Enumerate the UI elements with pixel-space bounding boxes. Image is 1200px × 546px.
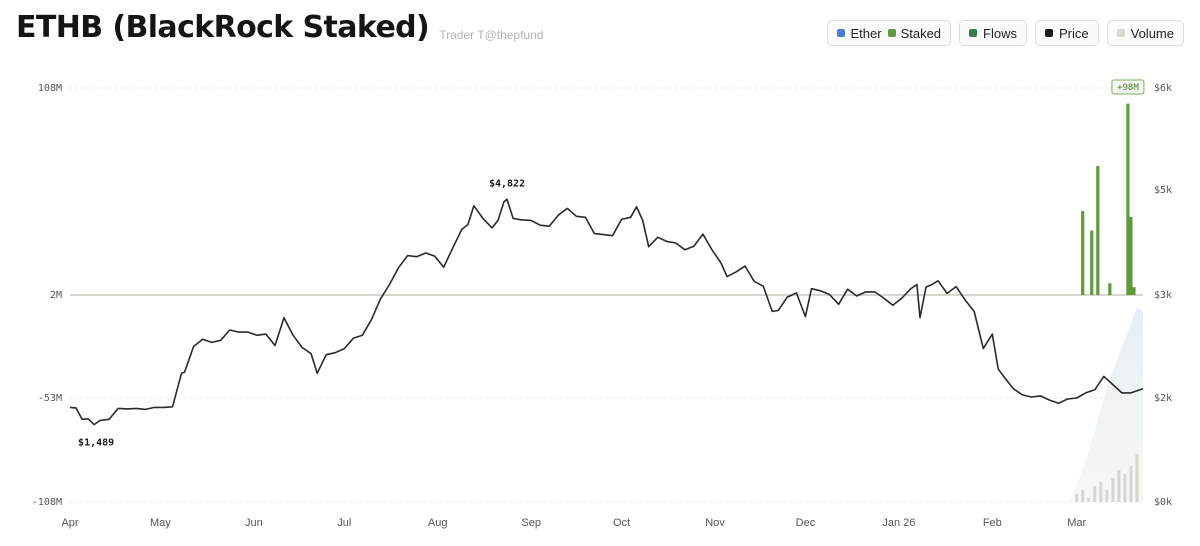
staked-swatch	[887, 29, 896, 37]
legend-ether-label: Ether	[850, 25, 882, 41]
price-line	[69, 198, 1144, 426]
legend-flows-toggle[interactable]: Flows	[959, 20, 1027, 46]
x-axis-tick: Jun	[245, 517, 263, 529]
right-axis-tick: $5k	[1154, 185, 1172, 196]
axis-labels: 108M 2M -53M -108M $6k $5k $3k $2k $0k Apr May Jun J…	[32, 83, 1172, 529]
legend-flows-label: Flows	[983, 25, 1017, 41]
volume-bar	[1099, 482, 1103, 502]
flow-badge-label: +98M	[1117, 83, 1139, 93]
x-axis-tick: Jan 26	[882, 517, 915, 529]
right-axis-tick: $6k	[1154, 83, 1172, 94]
left-axis-tick: -108M	[32, 497, 62, 508]
legend-staked-label: Staked	[900, 25, 942, 41]
x-axis-tick: Aug	[428, 517, 448, 529]
x-axis-tick: Oct	[613, 517, 630, 529]
volume-area	[1067, 307, 1143, 502]
right-axis-tick: $3k	[1154, 290, 1172, 301]
x-axis-tick: Mar	[1067, 517, 1086, 529]
flow-bar	[1132, 287, 1136, 295]
volume-bar	[1117, 470, 1121, 502]
volume-swatch	[1116, 29, 1125, 37]
header: ETHB (BlackRock Staked) Trader T@thepfun…	[16, 6, 543, 50]
x-axis-tick: May	[150, 517, 171, 529]
price-line-layer: $4,822 $1,489	[69, 178, 1144, 449]
volume-bar	[1093, 486, 1097, 502]
x-axis-tick: Dec	[796, 517, 816, 529]
x-axis-tick: Apr	[61, 517, 78, 529]
legend: Ether Staked Flows Price Volume	[827, 20, 1184, 46]
credit-text: Trader T@thepfund	[439, 28, 544, 42]
left-axis-tick: -53M	[38, 393, 62, 404]
left-axis-tick: 2M	[50, 290, 62, 301]
x-axis-tick: Sep	[521, 517, 541, 529]
legend-volume-label: Volume	[1130, 25, 1174, 41]
flows-swatch	[969, 29, 978, 37]
right-axis-tick: $2k	[1154, 393, 1172, 404]
flow-bar	[1096, 166, 1100, 295]
volume-bar	[1087, 498, 1091, 502]
price-swatch	[1045, 29, 1053, 37]
ether-swatch	[837, 29, 846, 37]
page-title: ETHB (BlackRock Staked)	[16, 10, 430, 45]
legend-price-toggle[interactable]: Price	[1035, 20, 1099, 46]
volume-bar	[1129, 466, 1133, 502]
flow-bar	[1081, 211, 1085, 295]
volume-bar	[1081, 490, 1085, 502]
left-axis-tick: 108M	[38, 83, 62, 94]
flow-bar	[1129, 216, 1133, 295]
grid-lines	[70, 87, 1143, 503]
flow-badge	[1111, 79, 1145, 95]
legend-volume-toggle[interactable]: Volume	[1106, 20, 1184, 46]
legend-price-label: Price	[1059, 25, 1089, 41]
volume-bar	[1123, 474, 1127, 502]
volume-area-fill	[1067, 307, 1143, 502]
volume-bar	[1111, 478, 1115, 502]
x-axis-tick: Nov	[705, 517, 725, 529]
volume-bar	[1075, 494, 1079, 502]
volume-bar	[1135, 454, 1139, 502]
x-axis-tick: Jul	[337, 517, 351, 529]
price-annotation: $1,489	[78, 438, 114, 449]
flow-bar	[1126, 103, 1130, 295]
legend-ether-staked-toggle[interactable]: Ether Staked	[827, 20, 952, 46]
x-axis-tick: Feb	[983, 517, 1002, 529]
flow-bars: +98M	[1081, 79, 1145, 295]
flow-bar	[1108, 283, 1112, 295]
volume-bar	[1105, 490, 1109, 502]
price-annotation: $4,822	[489, 178, 525, 189]
right-axis-tick: $0k	[1154, 497, 1172, 508]
flow-bar	[1090, 230, 1094, 295]
